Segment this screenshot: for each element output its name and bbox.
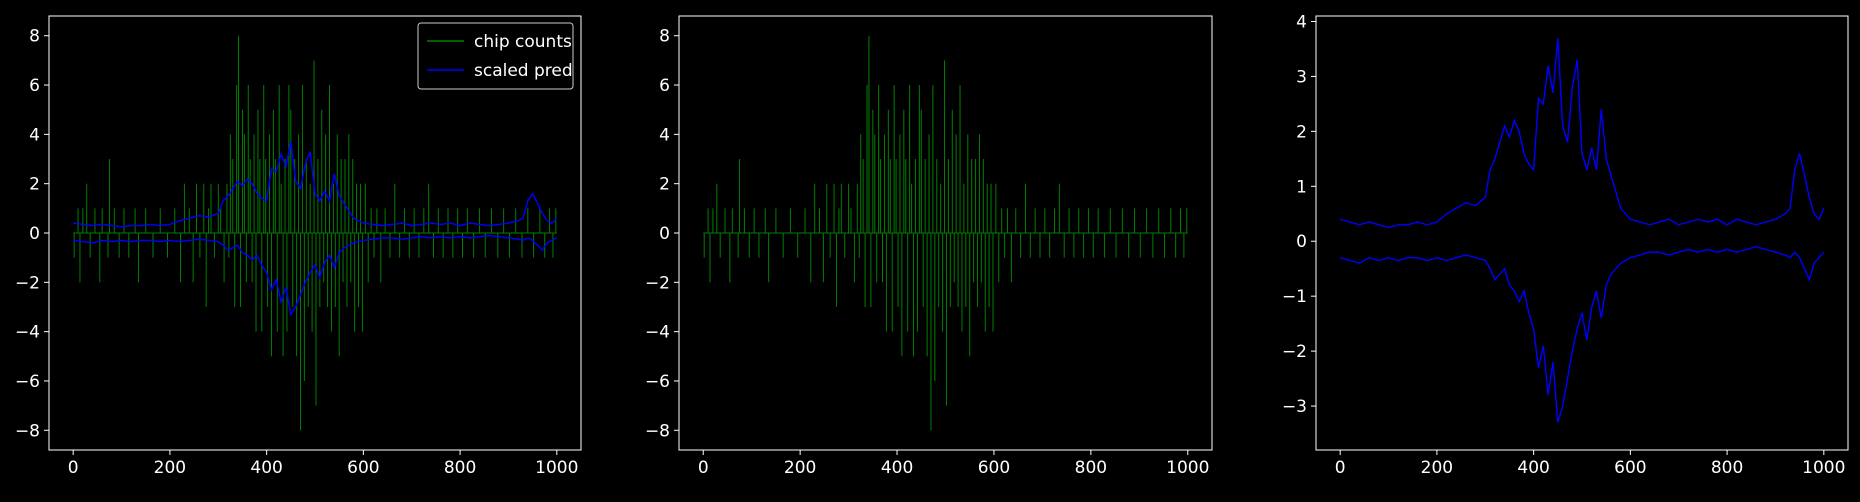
x-tick-label: 600 bbox=[978, 458, 1010, 478]
x-tick-label: 1000 bbox=[1166, 458, 1209, 478]
y-tick-label: 4 bbox=[1296, 12, 1307, 32]
y-tick-label: 2 bbox=[29, 175, 40, 195]
y-tick-label: −2 bbox=[645, 273, 670, 293]
plot-area bbox=[1340, 37, 1825, 423]
y-tick-label: 4 bbox=[659, 125, 670, 145]
y-tick-label: −2 bbox=[15, 273, 40, 293]
series-chip_counts bbox=[703, 35, 1188, 431]
legend-box bbox=[417, 22, 574, 90]
pred-line-upper bbox=[73, 141, 558, 228]
x-tick-label: 200 bbox=[784, 458, 816, 478]
y-tick-label: −1 bbox=[1282, 287, 1307, 307]
x-tick-label: 400 bbox=[250, 458, 282, 478]
axes-frame bbox=[1315, 15, 1849, 451]
legend: chip counts scaled pred bbox=[417, 22, 574, 90]
y-tick-label: 4 bbox=[29, 125, 40, 145]
y-tick-label: −4 bbox=[645, 323, 670, 343]
plot-area bbox=[703, 35, 1188, 431]
x-tick-label: 800 bbox=[1711, 458, 1743, 478]
y-tick-label: 0 bbox=[659, 224, 670, 244]
y-tick-label: 6 bbox=[659, 76, 670, 96]
pred-line-lower bbox=[73, 234, 558, 317]
x-tick-label: 1000 bbox=[535, 458, 578, 478]
y-tick-label: 6 bbox=[29, 76, 40, 96]
pred-line-upper bbox=[1340, 37, 1825, 229]
series-scaled_pred bbox=[73, 141, 558, 317]
y-tick-label: −8 bbox=[645, 421, 670, 441]
y-tick-label: 3 bbox=[1296, 67, 1307, 87]
chart-panel-2: 0 200 400 600 800 1000 −8 −6 −4 −2 0 2 4 6 8 bbox=[645, 15, 1213, 478]
series-chip_counts bbox=[73, 35, 557, 431]
y-tick-label: −6 bbox=[15, 372, 40, 392]
x-tick-label: 200 bbox=[154, 458, 186, 478]
x-tick-label: 200 bbox=[1421, 458, 1453, 478]
y-tick-label: −6 bbox=[645, 372, 670, 392]
x-tick-label: 400 bbox=[1517, 458, 1549, 478]
pred-line-lower bbox=[1340, 245, 1825, 423]
y-tick-label: 8 bbox=[659, 27, 670, 47]
y-tick-label: 2 bbox=[1296, 122, 1307, 142]
y-tick-label: −4 bbox=[15, 323, 40, 343]
chart-panel-3: 0 200 400 600 800 1000 −3 −2 −1 0 1 2 3 4 bbox=[1282, 12, 1849, 478]
x-tick-label: 0 bbox=[1335, 458, 1346, 478]
x-tick-label: 800 bbox=[444, 458, 476, 478]
y-tick-label: −3 bbox=[1282, 397, 1307, 417]
y-tick-label: 1 bbox=[1296, 177, 1307, 197]
x-tick-label: 600 bbox=[347, 458, 379, 478]
x-tick-label: 800 bbox=[1075, 458, 1107, 478]
y-tick-label: 2 bbox=[659, 175, 670, 195]
series-scaled_pred bbox=[1340, 37, 1825, 423]
x-tick-label: 600 bbox=[1614, 458, 1646, 478]
y-tick-label: −8 bbox=[15, 421, 40, 441]
y-tick-label: 0 bbox=[1296, 232, 1307, 252]
x-tick-label: 0 bbox=[698, 458, 709, 478]
plot-area bbox=[73, 35, 558, 431]
y-tick-label: 8 bbox=[29, 27, 40, 47]
legend-label: chip counts bbox=[474, 32, 572, 52]
x-tick-label: 0 bbox=[68, 458, 79, 478]
y-tick-label: −2 bbox=[1282, 342, 1307, 362]
legend-label: scaled pred bbox=[474, 61, 573, 81]
chart-panel-1: 0 200 400 600 800 1000 −8 −6 −4 −2 0 2 4 6 8 chip count… bbox=[15, 15, 582, 478]
y-tick-label: 0 bbox=[29, 224, 40, 244]
x-tick-label: 1000 bbox=[1802, 458, 1845, 478]
x-tick-label: 400 bbox=[881, 458, 913, 478]
